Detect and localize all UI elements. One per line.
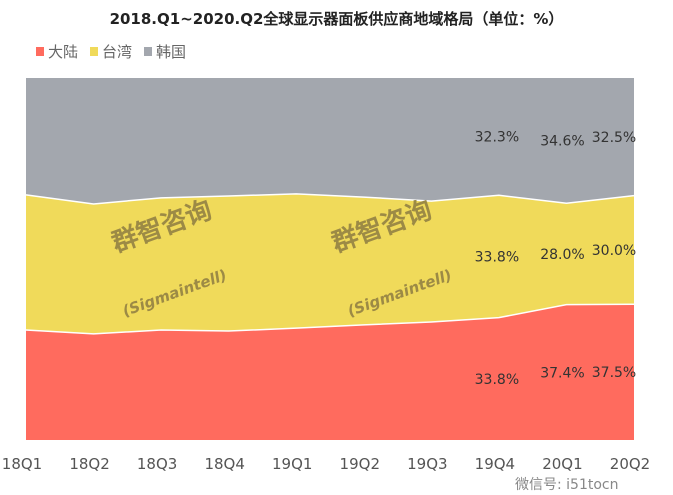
area-1 (26, 304, 634, 440)
legend-item: 韩国 (144, 41, 186, 62)
wechat-watermark: 微信号: i51tocn (515, 477, 619, 493)
data-label: 33.8% (475, 249, 519, 265)
data-label: 37.4% (540, 365, 584, 381)
data-label: 30.0% (592, 243, 636, 259)
x-tick-label: 20Q1 (542, 455, 582, 473)
data-label: 28.0% (540, 247, 584, 263)
data-label: 37.5% (592, 365, 636, 381)
x-tick-label: 18Q2 (69, 455, 109, 473)
x-tick-label: 19Q4 (475, 455, 515, 473)
x-tick-label: 18Q3 (137, 455, 177, 473)
data-label: 32.5% (592, 130, 636, 146)
area-boundary (25, 303, 635, 335)
x-tick-label: 18Q1 (2, 455, 42, 473)
legend-item: 台湾 (90, 41, 132, 62)
legend: 大陆 台湾 韩国 (36, 41, 186, 62)
legend-label: 大陆 (48, 43, 79, 61)
legend-swatch (144, 47, 153, 56)
x-tick-label: 19Q2 (340, 455, 380, 473)
x-tick-label: 18Q4 (204, 455, 244, 473)
area-3 (26, 78, 634, 204)
data-label: 34.6% (540, 134, 584, 150)
chart-title: 2018.Q1~2020.Q2全球显示器面板供应商地域格局（单位：%） (109, 10, 564, 28)
legend-label: 韩国 (156, 43, 187, 61)
x-tick-label: 19Q1 (272, 455, 312, 473)
data-label: 32.3% (475, 130, 519, 146)
x-tick-label: 20Q2 (610, 455, 650, 473)
legend-swatch (36, 47, 44, 56)
legend-item: 大陆 (36, 41, 78, 62)
area-boundary (25, 193, 635, 205)
legend-swatch (90, 47, 99, 56)
data-label: 33.8% (475, 372, 519, 388)
legend-label: 台湾 (102, 43, 133, 61)
area-2 (26, 193, 634, 334)
x-tick-label: 19Q3 (407, 455, 447, 473)
